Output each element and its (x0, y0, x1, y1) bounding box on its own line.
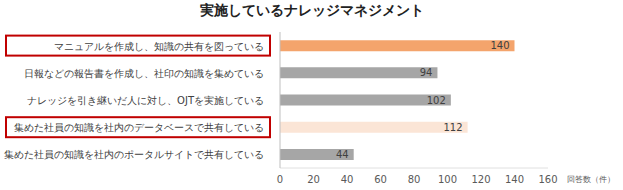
html-text:回答数（件）: 回答数（件） (567, 175, 615, 184)
svg-text:140: 140 (505, 174, 524, 185)
svg-text:140: 140 (490, 40, 509, 51)
html-text:実施しているナレッジマネジメント: 実施しているナレッジマネジメント (199, 2, 424, 18)
svg-text:集めた社員の知識を社内のデータベースで共有している: 集めた社員の知識を社内のデータベースで共有している (14, 122, 264, 133)
svg-text:マニュアルを作成し、知識の共有を図っている: マニュアルを作成し、知識の共有を図っている (54, 41, 264, 52)
svg-text:40: 40 (341, 174, 354, 185)
svg-text:ナレッジを引き継いだ人に対し、OJTを実施している: ナレッジを引き継いだ人に対し、OJTを実施している (27, 95, 264, 106)
svg-text:120: 120 (471, 174, 490, 185)
svg-text:80: 80 (408, 174, 421, 185)
svg-text:集めた社員の知識を社内のポータルサイトで共有している: 集めた社員の知識を社内のポータルサイトで共有している (8, 149, 264, 160)
svg-text:94: 94 (420, 67, 433, 78)
svg-text:日報などの報告書を作成し、社印の知識を集めている: 日報などの報告書を作成し、社印の知識を集めている (24, 68, 264, 79)
svg-text:44: 44 (336, 149, 349, 160)
svg-text:20: 20 (307, 174, 320, 185)
svg-text:60: 60 (374, 174, 387, 185)
svg-text:100: 100 (438, 174, 457, 185)
svg-text:0: 0 (277, 174, 283, 185)
svg-text:160: 160 (538, 174, 557, 185)
svg-text:112: 112 (444, 122, 463, 133)
svg-text:102: 102 (427, 95, 446, 106)
